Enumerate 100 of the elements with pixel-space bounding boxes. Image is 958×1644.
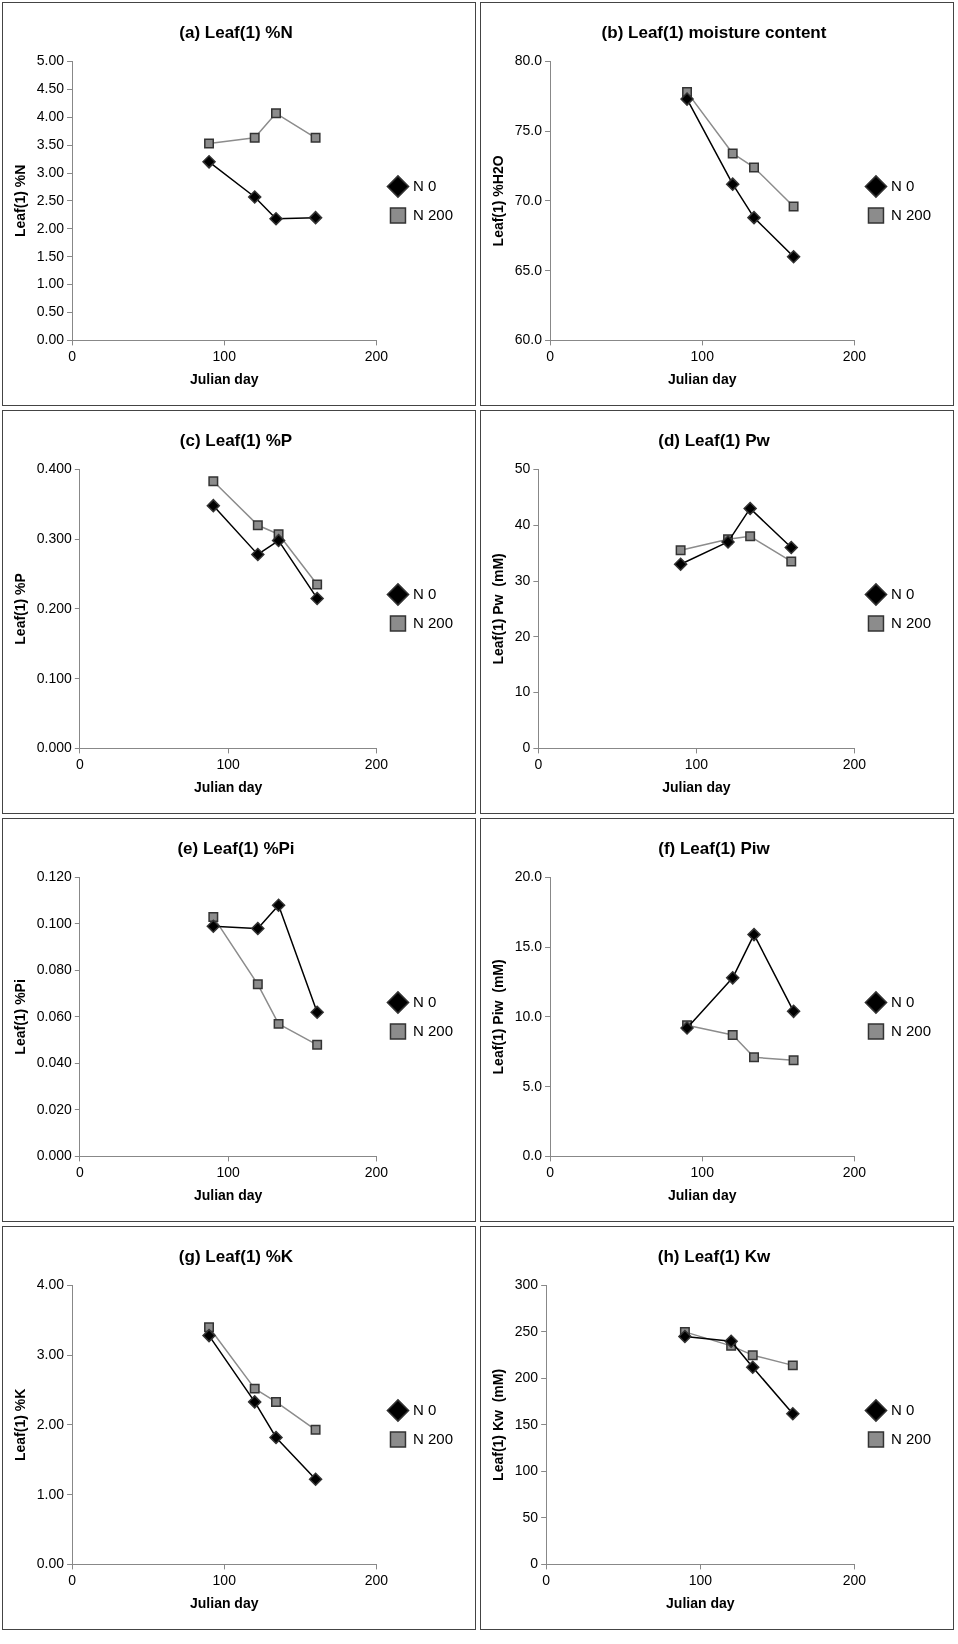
legend-label: N 0 (890, 176, 915, 194)
y-tick-label: 75.0 (514, 122, 543, 139)
legend-label: N 200 (412, 205, 453, 223)
y-tick-label: 0.080 (36, 961, 73, 978)
y-tick-label: 1.00 (36, 1485, 65, 1502)
chart-title: (d) Leaf(1) Pw (658, 430, 771, 450)
y-tick-label: 4.00 (36, 1276, 65, 1293)
chart-title: (a) Leaf(1) %N (179, 22, 293, 42)
y-axis-title: Leaf(1) Piw (mM) (490, 959, 507, 1075)
y-tick-label: 3.50 (36, 135, 65, 152)
x-tick-label: 200 (842, 755, 867, 772)
x-tick-label: 100 (216, 1163, 241, 1180)
y-tick-label: 0.300 (36, 530, 73, 547)
x-tick-label: 100 (688, 1571, 713, 1588)
x-tick-label: 100 (684, 755, 709, 772)
x-tick-label: 200 (842, 1163, 867, 1180)
legend-label: N 0 (890, 992, 915, 1010)
x-tick-label: 100 (690, 347, 715, 364)
legend-label: N 200 (412, 1429, 453, 1447)
x-tick-label: 100 (216, 755, 241, 772)
x-axis-title: Julian day (190, 1595, 259, 1612)
legend-label: N 200 (412, 1021, 453, 1039)
y-axis-title: Leaf(1) Pw (mM) (490, 553, 507, 665)
y-tick-label: 30 (514, 571, 531, 588)
legend-label: N 0 (890, 584, 915, 602)
chart-title: (g) Leaf(1) %K (178, 1246, 294, 1266)
y-tick-label: 5.0 (522, 1077, 543, 1094)
legend-label: N 0 (412, 1400, 437, 1418)
y-tick-label: 4.50 (36, 80, 65, 97)
x-tick-label: 0 (75, 755, 84, 772)
y-tick-label: 0.040 (36, 1054, 73, 1071)
y-tick-label: 300 (514, 1276, 539, 1293)
x-tick-label: 100 (690, 1163, 715, 1180)
y-tick-label: 0.0 (522, 1147, 543, 1164)
y-axis-title: Leaf(1) %N (12, 164, 29, 238)
y-tick-label: 0.000 (36, 739, 73, 756)
y-tick-label: 0 (530, 1555, 539, 1572)
y-tick-label: 50 (514, 460, 531, 477)
y-tick-label: 0.100 (36, 914, 73, 931)
x-tick-label: 0 (546, 1163, 555, 1180)
x-tick-label: 200 (364, 1571, 389, 1588)
y-tick-label: 70.0 (514, 191, 543, 208)
legend-label: N 200 (890, 613, 931, 631)
x-axis-title: Julian day (668, 1187, 737, 1204)
y-tick-label: 0.200 (36, 599, 73, 616)
y-tick-label: 2.50 (36, 191, 65, 208)
y-tick-label: 3.00 (36, 163, 65, 180)
y-tick-label: 0.50 (36, 303, 65, 320)
legend-label: N 0 (412, 584, 437, 602)
chart-title: (c) Leaf(1) %P (179, 430, 293, 450)
y-tick-label: 5.00 (36, 52, 65, 69)
y-tick-label: 0.060 (36, 1007, 73, 1024)
y-tick-label: 3.00 (36, 1346, 65, 1363)
y-tick-label: 150 (514, 1415, 539, 1432)
y-tick-label: 15.0 (514, 938, 543, 955)
y-tick-label: 0 (522, 739, 531, 756)
y-tick-label: 0.020 (36, 1100, 73, 1117)
legend-label: N 200 (412, 613, 453, 631)
y-axis-title: Leaf(1) %H2O (490, 155, 507, 247)
y-tick-label: 0.00 (36, 1555, 65, 1572)
y-tick-label: 100 (514, 1462, 539, 1479)
y-tick-label: 65.0 (514, 261, 543, 278)
x-tick-label: 200 (364, 347, 389, 364)
y-tick-label: 60.0 (514, 331, 543, 348)
y-tick-label: 50 (522, 1508, 539, 1525)
chart-title: (b) Leaf(1) moisture content (601, 22, 827, 42)
y-tick-label: 200 (514, 1369, 539, 1386)
chart-title: (h) Leaf(1) Kw (657, 1246, 771, 1266)
y-tick-label: 1.50 (36, 247, 65, 264)
y-axis-title: Leaf(1) %Pi (12, 979, 29, 1055)
y-tick-label: 20.0 (514, 868, 543, 885)
y-tick-label: 2.00 (36, 1415, 65, 1432)
x-axis-title: Julian day (666, 1595, 735, 1612)
x-tick-label: 200 (364, 755, 389, 772)
x-axis-title: Julian day (193, 779, 263, 796)
y-axis-title: Leaf(1) Kw (mM) (490, 1368, 507, 1481)
x-tick-label: 0 (75, 1163, 84, 1180)
legend-label: N 0 (890, 1400, 915, 1418)
legend-label: N 0 (412, 176, 437, 194)
y-tick-label: 80.0 (514, 52, 543, 69)
y-tick-label: 1.00 (36, 275, 65, 292)
x-axis-title: Julian day (193, 1187, 263, 1204)
y-axis-title: Leaf(1) %P (12, 573, 29, 645)
y-tick-label: 20 (514, 627, 531, 644)
y-tick-label: 0.400 (36, 460, 73, 477)
y-tick-label: 250 (514, 1322, 539, 1339)
legend-label: N 200 (890, 1429, 931, 1447)
y-tick-label: 10.0 (514, 1007, 543, 1024)
x-tick-label: 0 (546, 347, 555, 364)
y-tick-label: 0.120 (36, 868, 73, 885)
legend-label: N 200 (890, 205, 931, 223)
x-tick-label: 200 (364, 1163, 389, 1180)
x-tick-label: 200 (842, 1571, 867, 1588)
y-tick-label: 2.00 (36, 219, 65, 236)
x-tick-label: 100 (212, 347, 237, 364)
y-tick-label: 0.100 (36, 669, 73, 686)
x-tick-label: 200 (842, 347, 867, 364)
y-tick-label: 10 (514, 683, 531, 700)
x-tick-label: 100 (212, 1571, 237, 1588)
x-axis-title: Julian day (668, 371, 737, 388)
